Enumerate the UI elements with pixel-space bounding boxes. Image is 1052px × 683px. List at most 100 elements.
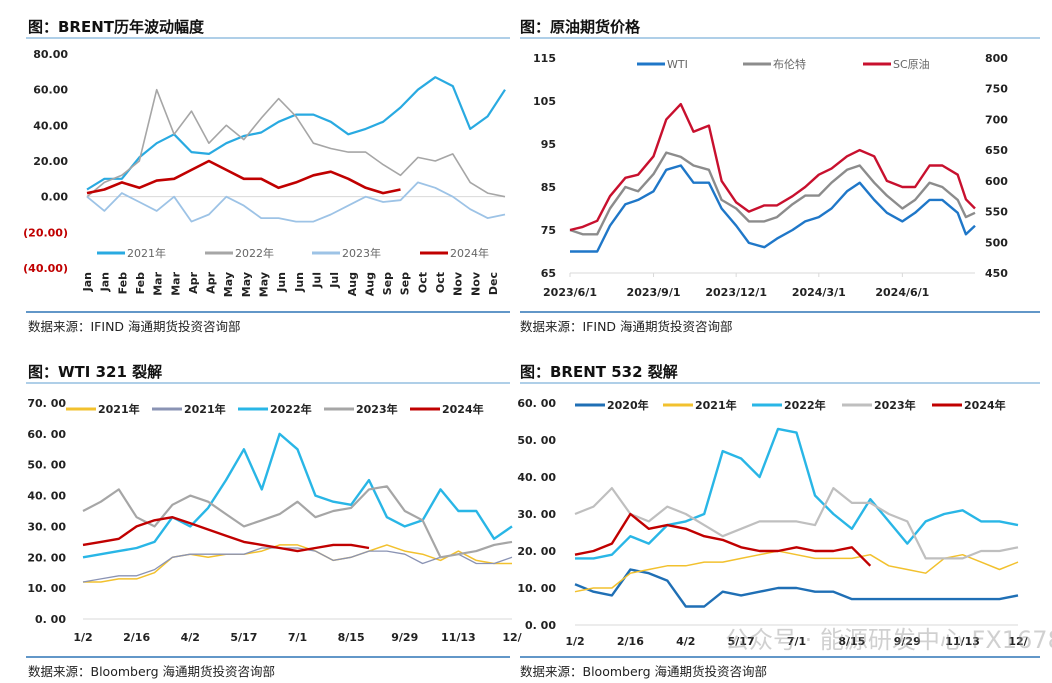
series-line-2021年: [574, 550, 1019, 593]
legend-label: 2020年: [607, 398, 649, 412]
y-tick-label: 75: [541, 224, 556, 237]
x-tick-label: Jul: [328, 272, 341, 289]
x-tick-label: Nov: [469, 271, 482, 296]
y-tick-label: 40.00: [33, 119, 68, 132]
x-tick-label: 4/2: [676, 635, 695, 648]
legend-label: 2024年: [442, 402, 484, 416]
source-note: 数据来源：Bloomberg 海通期货投资咨询部: [520, 664, 767, 679]
x-tick-label: Jun: [293, 272, 306, 293]
legend-label: 2021年: [98, 402, 140, 416]
legend-label: 2024年: [964, 398, 1006, 412]
legend-label: 2023年: [342, 246, 381, 260]
legend-label: 2024年: [450, 246, 489, 260]
series-line-2021年: [83, 544, 512, 583]
chart-crude-futures-price: 115 105 95 85 75 65 2023/6/1 2023/9/1 2023/12/1 2…: [533, 52, 1008, 299]
chart-title: 图：WTI 321 裂解: [28, 363, 162, 381]
y-tick-label: 10. 00: [517, 582, 556, 595]
y-tick-label: 50. 00: [517, 434, 556, 447]
x-tick-label: Jul: [310, 272, 323, 289]
chart-brent-volatility: 80.00 60.00 40.00 20.00 0.00 (20.00) (40.00) Ja…: [23, 48, 506, 297]
y-tick-label: (40.00): [23, 262, 68, 275]
legend-label: WTI: [667, 58, 688, 71]
y-tick-label: 80.00: [33, 48, 68, 61]
y-tick-label: 60. 00: [517, 397, 556, 410]
x-tick-label: Jun: [275, 272, 288, 293]
x-tick-label: Oct: [434, 272, 447, 293]
x-tick-label: 11/13: [441, 631, 476, 644]
x-tick-label: Sep: [381, 272, 394, 295]
series-line-2021年: [86, 76, 506, 191]
y2-tick-label: 800: [985, 52, 1008, 65]
y-tick-label: 20.00: [33, 155, 68, 168]
y-tick-label: 0. 00: [35, 613, 66, 626]
x-tick-label: 2024/6/1: [875, 286, 929, 299]
x-tick-label: 5/17: [230, 631, 257, 644]
series-line-布伦特: [569, 151, 976, 236]
series-line-2020年: [574, 568, 1019, 608]
x-tick-label: Feb: [116, 272, 129, 295]
x-tick-label: Dec: [487, 272, 500, 295]
chart-title: 图：BRENT历年波动幅度: [28, 18, 205, 36]
y-tick-label: 40. 00: [517, 471, 556, 484]
y-tick-label: 60. 00: [27, 428, 66, 441]
y-tick-label: 95: [541, 138, 556, 151]
y2-tick-label: 500: [985, 236, 1008, 249]
x-tick-label: 2/16: [123, 631, 150, 644]
x-tick-label: 2024/3/1: [792, 286, 846, 299]
x-tick-label: Mar: [169, 271, 182, 295]
x-tick-label: Sep: [399, 272, 412, 295]
panel-crude-futures-price: 图：原油期货价格 数据来源：IFIND 海通期货投资咨询部 115 105 95 85…: [520, 18, 1040, 334]
y-tick-label: 30. 00: [517, 508, 556, 521]
y-tick-label: 115: [533, 52, 556, 65]
x-tick-label: 2023/9/1: [627, 286, 681, 299]
y-tick-label: 0. 00: [525, 619, 556, 632]
x-tick-label: Nov: [452, 271, 465, 296]
x-tick-label: Jan: [81, 272, 94, 292]
x-tick-label: 2023/12/1: [705, 286, 767, 299]
x-tick-label: 7/1: [288, 631, 307, 644]
x-tick-label: Feb: [134, 272, 147, 295]
x-tick-label: 2023/6/1: [543, 286, 597, 299]
series-line-2021年: [82, 547, 513, 583]
panel-wti-321-crack: 图：WTI 321 裂解 数据来源：Bloomberg 海通期货投资咨询部 70…: [26, 363, 523, 679]
y2-tick-label: 550: [985, 206, 1008, 219]
legend-label: 2022年: [235, 246, 274, 260]
y-tick-label: 30. 00: [27, 520, 66, 533]
y-tick-label: 0.00: [41, 191, 68, 204]
y-tick-label: 60.00: [33, 84, 68, 97]
x-tick-label: Apr: [187, 271, 200, 293]
legend-label: 布伦特: [773, 57, 806, 71]
series-line-2022年: [82, 432, 513, 559]
x-tick-label: May: [258, 272, 271, 297]
legend-label: 2021年: [127, 246, 166, 260]
x-tick-label: 2/16: [617, 635, 644, 648]
x-tick-label: 8/15: [838, 635, 865, 648]
x-tick-label: Apr: [205, 271, 218, 293]
x-tick-label: Jan: [99, 272, 112, 292]
y-tick-label: 20. 00: [517, 545, 556, 558]
x-tick-label: Mar: [152, 271, 165, 295]
series-line-2024年: [574, 512, 872, 567]
legend-label: 2023年: [356, 402, 398, 416]
y-tick-label: 20. 00: [27, 551, 66, 564]
x-tick-label: 9/29: [894, 635, 921, 648]
chart-wti-321-crack: 70. 00 60. 00 50. 00 40. 00 30. 00 20. 00 10. …: [27, 397, 522, 644]
chart-brent-532-crack: 60. 00 50. 00 40. 00 30. 00 20. 00 10. 00 0. 0…: [517, 397, 1028, 648]
legend-label: 2021年: [184, 402, 226, 416]
y-tick-label: (20.00): [23, 226, 68, 239]
x-tick-label: 9/29: [391, 631, 418, 644]
x-tick-label: 11/13: [945, 635, 980, 648]
legend-label: SC原油: [893, 57, 930, 71]
y-tick-label: 70. 00: [27, 397, 66, 410]
source-note: 数据来源：IFIND 海通期货投资咨询部: [28, 319, 241, 334]
legend-label: 2022年: [784, 398, 826, 412]
y-tick-label: 10. 00: [27, 582, 66, 595]
watermark: 公众号 · 能源研发中心 FX1678: [725, 626, 1052, 654]
x-tick-label: May: [240, 272, 253, 297]
x-tick-label: 12/: [502, 631, 522, 644]
x-tick-label: 4/2: [181, 631, 200, 644]
y-tick-label: 65: [541, 267, 556, 280]
y-tick-label: 50. 00: [27, 459, 66, 472]
y-tick-label: 105: [533, 95, 556, 108]
